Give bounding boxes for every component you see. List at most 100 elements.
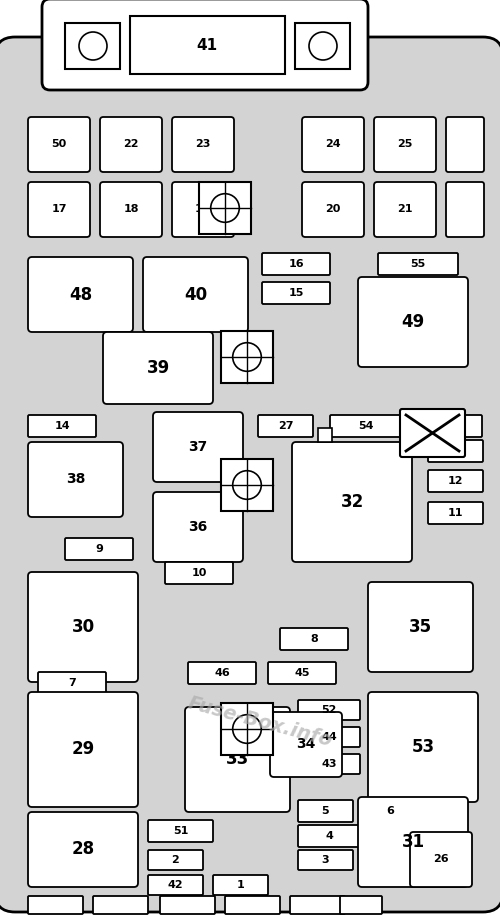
- Text: 22: 22: [123, 139, 139, 149]
- FancyBboxPatch shape: [428, 440, 483, 462]
- FancyBboxPatch shape: [298, 825, 360, 847]
- Text: 29: 29: [72, 740, 94, 759]
- Text: 19: 19: [195, 205, 211, 215]
- Text: 24: 24: [325, 139, 341, 149]
- Text: 52: 52: [322, 705, 336, 715]
- Text: 18: 18: [123, 205, 139, 215]
- FancyBboxPatch shape: [160, 896, 215, 914]
- FancyBboxPatch shape: [93, 896, 148, 914]
- FancyBboxPatch shape: [258, 415, 313, 437]
- Text: 13: 13: [448, 446, 463, 456]
- Text: 42: 42: [168, 880, 184, 890]
- FancyBboxPatch shape: [368, 692, 478, 802]
- Bar: [295, 23, 350, 69]
- Text: 41: 41: [196, 39, 218, 53]
- Text: 27: 27: [278, 421, 293, 431]
- FancyBboxPatch shape: [28, 692, 138, 807]
- Text: 53: 53: [412, 738, 434, 756]
- FancyBboxPatch shape: [28, 257, 133, 332]
- FancyBboxPatch shape: [28, 415, 96, 437]
- Text: 33: 33: [226, 751, 249, 769]
- Text: 36: 36: [188, 520, 208, 534]
- FancyBboxPatch shape: [410, 832, 472, 887]
- Text: 20: 20: [326, 205, 340, 215]
- Circle shape: [232, 715, 262, 743]
- Text: 54: 54: [358, 421, 374, 431]
- Text: 14: 14: [54, 421, 70, 431]
- Text: 15: 15: [288, 288, 304, 298]
- Text: 4: 4: [325, 831, 333, 841]
- FancyBboxPatch shape: [188, 662, 256, 684]
- FancyBboxPatch shape: [428, 470, 483, 492]
- FancyBboxPatch shape: [298, 800, 353, 822]
- Bar: [221, 703, 273, 755]
- Text: 5: 5: [322, 806, 330, 816]
- FancyBboxPatch shape: [153, 412, 243, 482]
- FancyBboxPatch shape: [298, 700, 360, 720]
- Text: 55: 55: [410, 259, 426, 269]
- Bar: [221, 459, 273, 511]
- FancyBboxPatch shape: [0, 37, 500, 912]
- Text: 9: 9: [95, 544, 103, 554]
- Bar: [221, 331, 273, 383]
- Text: 11: 11: [448, 508, 463, 518]
- Text: 12: 12: [448, 476, 463, 486]
- Text: 37: 37: [188, 440, 208, 454]
- FancyBboxPatch shape: [172, 117, 234, 172]
- Text: 46: 46: [214, 668, 230, 678]
- Text: 48: 48: [69, 286, 92, 303]
- FancyBboxPatch shape: [420, 415, 482, 437]
- Circle shape: [232, 343, 262, 372]
- FancyBboxPatch shape: [378, 253, 458, 275]
- Bar: [65, 23, 120, 69]
- Text: 7: 7: [68, 678, 76, 688]
- Text: 30: 30: [72, 618, 94, 636]
- FancyBboxPatch shape: [292, 442, 412, 562]
- Bar: [199, 182, 251, 234]
- Circle shape: [232, 471, 262, 500]
- FancyBboxPatch shape: [28, 812, 138, 887]
- Text: 43: 43: [321, 759, 337, 769]
- FancyBboxPatch shape: [340, 896, 382, 914]
- Text: 6: 6: [386, 806, 394, 816]
- FancyBboxPatch shape: [298, 754, 360, 774]
- FancyBboxPatch shape: [446, 117, 484, 172]
- Text: 2: 2: [172, 855, 179, 865]
- Text: 47: 47: [443, 421, 459, 431]
- FancyBboxPatch shape: [368, 582, 473, 672]
- FancyBboxPatch shape: [148, 875, 203, 895]
- FancyBboxPatch shape: [262, 253, 330, 275]
- FancyBboxPatch shape: [358, 797, 468, 887]
- Text: 40: 40: [184, 286, 207, 303]
- FancyBboxPatch shape: [302, 182, 364, 237]
- Text: 45: 45: [294, 668, 310, 678]
- FancyBboxPatch shape: [213, 875, 268, 895]
- FancyBboxPatch shape: [143, 257, 248, 332]
- Text: Fuse-Box.info: Fuse-Box.info: [186, 693, 334, 751]
- Bar: [130, 16, 285, 74]
- FancyBboxPatch shape: [42, 0, 368, 90]
- FancyBboxPatch shape: [165, 562, 233, 584]
- FancyBboxPatch shape: [374, 182, 436, 237]
- Text: 10: 10: [192, 568, 206, 578]
- FancyBboxPatch shape: [400, 409, 465, 457]
- Text: 34: 34: [296, 738, 316, 751]
- FancyBboxPatch shape: [148, 820, 213, 842]
- Text: 44: 44: [321, 732, 337, 742]
- FancyBboxPatch shape: [28, 442, 123, 517]
- Bar: [318, 428, 332, 442]
- FancyBboxPatch shape: [446, 182, 484, 237]
- Text: 39: 39: [146, 359, 170, 377]
- Circle shape: [79, 32, 107, 60]
- FancyBboxPatch shape: [358, 277, 468, 367]
- FancyBboxPatch shape: [298, 727, 360, 747]
- Text: 1: 1: [236, 880, 244, 890]
- Text: 23: 23: [196, 139, 210, 149]
- Text: 26: 26: [433, 855, 449, 865]
- Text: 16: 16: [288, 259, 304, 269]
- FancyBboxPatch shape: [330, 415, 402, 437]
- FancyBboxPatch shape: [268, 662, 336, 684]
- Text: 31: 31: [402, 833, 424, 851]
- FancyBboxPatch shape: [225, 896, 280, 914]
- FancyBboxPatch shape: [374, 117, 436, 172]
